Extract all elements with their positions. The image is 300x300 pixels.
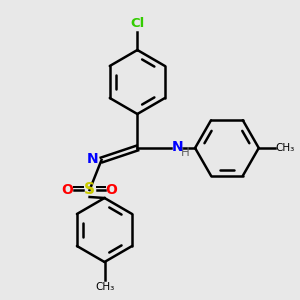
Text: S: S <box>84 182 95 197</box>
Text: H: H <box>181 146 190 158</box>
Text: O: O <box>62 183 74 197</box>
Text: CH₃: CH₃ <box>95 282 114 292</box>
Text: N: N <box>172 140 184 154</box>
Text: Cl: Cl <box>130 17 145 30</box>
Text: N: N <box>87 152 98 166</box>
Text: O: O <box>106 183 117 197</box>
Text: CH₃: CH₃ <box>276 143 295 153</box>
